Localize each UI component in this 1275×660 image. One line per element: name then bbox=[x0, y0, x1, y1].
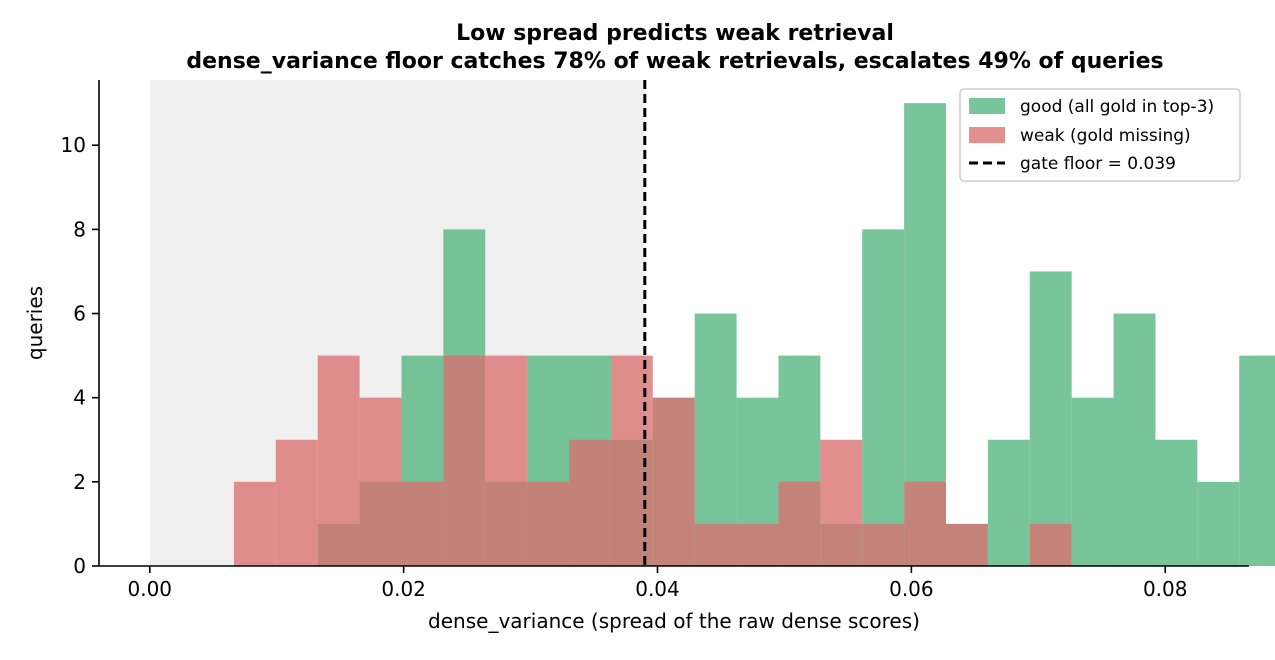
bar-weak bbox=[317, 355, 360, 566]
bar-good bbox=[1113, 313, 1156, 566]
x-tick-label: 0.04 bbox=[635, 577, 680, 601]
axes bbox=[98, 80, 1249, 567]
chart-subtitle: dense_variance floor catches 78% of weak… bbox=[186, 49, 1163, 74]
bar-weak bbox=[946, 523, 988, 566]
bar-weak bbox=[359, 397, 402, 566]
bar-weak bbox=[569, 439, 611, 566]
bar-weak bbox=[275, 439, 318, 566]
bar-weak bbox=[694, 523, 737, 566]
x-tick-label: 0.06 bbox=[889, 577, 934, 601]
x-tick-label: 0.08 bbox=[1143, 577, 1188, 601]
x-tick-label: 0.02 bbox=[381, 577, 426, 601]
bar-weak bbox=[862, 523, 905, 566]
x-axis-ticks: 0.00 0.02 0.04 0.06 0.08 bbox=[128, 566, 1188, 601]
bar-weak bbox=[652, 397, 695, 566]
bar-weak bbox=[485, 355, 528, 566]
bar-weak bbox=[610, 355, 653, 566]
legend-label-weak: weak (gold missing) bbox=[1020, 126, 1191, 146]
bar-good bbox=[1155, 439, 1198, 566]
bar-good bbox=[1029, 271, 1072, 566]
chart-title-group: Low spread predicts weak retrieval dense… bbox=[186, 21, 1163, 74]
legend-frame bbox=[959, 88, 1241, 182]
bar-weak bbox=[1029, 523, 1072, 566]
legend-label-good: good (all gold in top-3) bbox=[1020, 97, 1214, 117]
weak-series bbox=[233, 355, 1072, 566]
bar-weak bbox=[736, 523, 779, 566]
y-tick-label: 4 bbox=[73, 386, 86, 410]
x-axis-label: dense_variance (spread of the raw dense … bbox=[428, 609, 920, 633]
bar-weak bbox=[443, 355, 486, 566]
y-axis-ticks: 0 2 4 6 8 10 bbox=[61, 133, 99, 578]
legend-swatch-good bbox=[969, 98, 1005, 114]
bar-weak bbox=[401, 481, 444, 566]
bar-good bbox=[1197, 481, 1240, 566]
chart-title: Low spread predicts weak retrieval bbox=[456, 21, 894, 46]
bar-good bbox=[987, 439, 1030, 566]
y-tick-label: 6 bbox=[73, 302, 86, 326]
bar-weak bbox=[904, 481, 947, 566]
bar-weak bbox=[778, 481, 821, 566]
legend: good (all gold in top-3) weak (gold miss… bbox=[959, 88, 1241, 182]
bar-weak bbox=[233, 481, 276, 566]
legend-swatch-weak bbox=[969, 127, 1005, 143]
y-axis-label: queries bbox=[23, 286, 47, 360]
y-tick-label: 2 bbox=[73, 470, 86, 494]
y-tick-label: 8 bbox=[73, 217, 86, 241]
bar-good bbox=[862, 229, 905, 566]
bar-weak bbox=[527, 481, 570, 566]
x-tick-label: 0.00 bbox=[128, 577, 173, 601]
bar-good bbox=[1239, 355, 1275, 566]
bar-weak bbox=[820, 439, 863, 566]
y-tick-label: 10 bbox=[61, 133, 86, 157]
bar-good bbox=[1071, 397, 1114, 566]
legend-label-gate-floor: gate floor = 0.039 bbox=[1020, 154, 1176, 174]
y-tick-label: 0 bbox=[73, 554, 86, 578]
